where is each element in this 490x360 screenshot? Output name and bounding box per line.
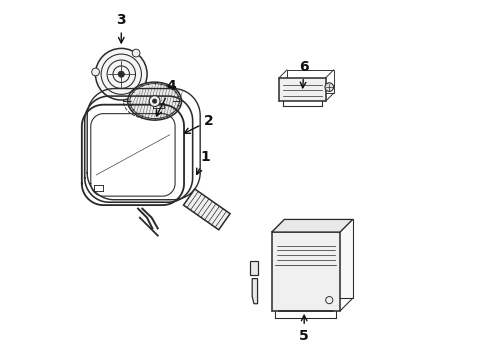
Circle shape (325, 83, 334, 91)
Circle shape (149, 96, 160, 107)
Circle shape (132, 49, 140, 57)
Text: 1: 1 (196, 150, 210, 174)
Circle shape (118, 71, 124, 77)
Text: 4: 4 (157, 79, 176, 116)
Circle shape (96, 48, 147, 100)
FancyBboxPatch shape (279, 78, 326, 101)
Text: 2: 2 (184, 114, 214, 133)
Text: 5: 5 (299, 315, 309, 343)
Polygon shape (250, 261, 258, 275)
Text: 3: 3 (117, 13, 126, 43)
Circle shape (92, 68, 99, 76)
Polygon shape (272, 220, 353, 232)
Circle shape (130, 93, 138, 100)
FancyBboxPatch shape (272, 232, 340, 311)
FancyBboxPatch shape (285, 220, 353, 298)
Circle shape (152, 99, 157, 103)
Polygon shape (252, 279, 258, 304)
Polygon shape (183, 189, 230, 230)
Text: 6: 6 (299, 60, 309, 88)
Ellipse shape (128, 82, 181, 120)
